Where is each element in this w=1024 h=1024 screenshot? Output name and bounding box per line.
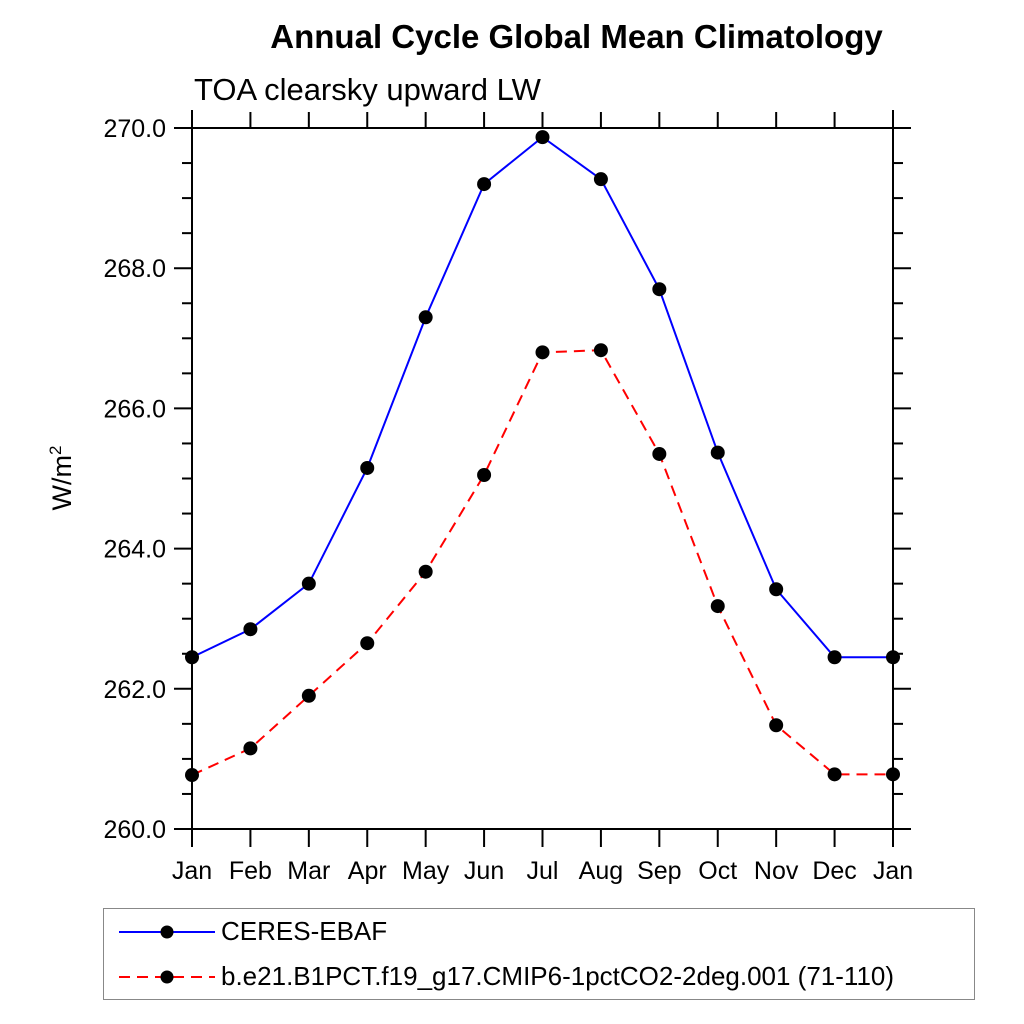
svg-text:Mar: Mar: [287, 857, 330, 885]
svg-text:260.0: 260.0: [103, 816, 166, 844]
svg-text:268.0: 268.0: [103, 255, 166, 283]
svg-text:Jul: Jul: [527, 857, 559, 885]
legend-marker-icon: [160, 970, 174, 983]
svg-text:266.0: 266.0: [103, 395, 166, 423]
chart-title: Annual Cycle Global Mean Climatology: [270, 18, 883, 55]
legend-line-sample: [119, 970, 215, 983]
svg-text:Dec: Dec: [812, 857, 856, 885]
svg-text:Oct: Oct: [698, 857, 737, 885]
legend-item: CERES-EBAF: [117, 909, 974, 954]
legend-item: b.e21.B1PCT.f19_g17.CMIP6-1pctCO2-2deg.0…: [117, 954, 974, 999]
svg-text:Aug: Aug: [579, 857, 623, 885]
svg-text:Jun: Jun: [464, 857, 504, 885]
legend-line-sample: [119, 925, 215, 938]
svg-text:Sep: Sep: [637, 857, 681, 885]
svg-text:262.0: 262.0: [103, 676, 166, 704]
svg-text:270.0: 270.0: [103, 115, 166, 143]
svg-text:Apr: Apr: [348, 857, 387, 885]
legend-marker-icon: [160, 925, 174, 938]
legend: CERES-EBAF b.e21.B1PCT.f19_g17.CMIP6-1pc…: [103, 908, 975, 1000]
chart-subtitle: TOA clearsky upward LW: [194, 72, 541, 107]
legend-label: CERES-EBAF: [221, 916, 388, 946]
svg-text:May: May: [402, 857, 450, 885]
svg-text:Feb: Feb: [229, 857, 272, 885]
svg-text:264.0: 264.0: [103, 536, 166, 564]
svg-text:Jan: Jan: [172, 857, 212, 885]
legend-label: b.e21.B1PCT.f19_g17.CMIP6-1pctCO2-2deg.0…: [221, 961, 895, 991]
svg-text:Nov: Nov: [754, 857, 799, 885]
svg-text:Jan: Jan: [873, 857, 913, 885]
